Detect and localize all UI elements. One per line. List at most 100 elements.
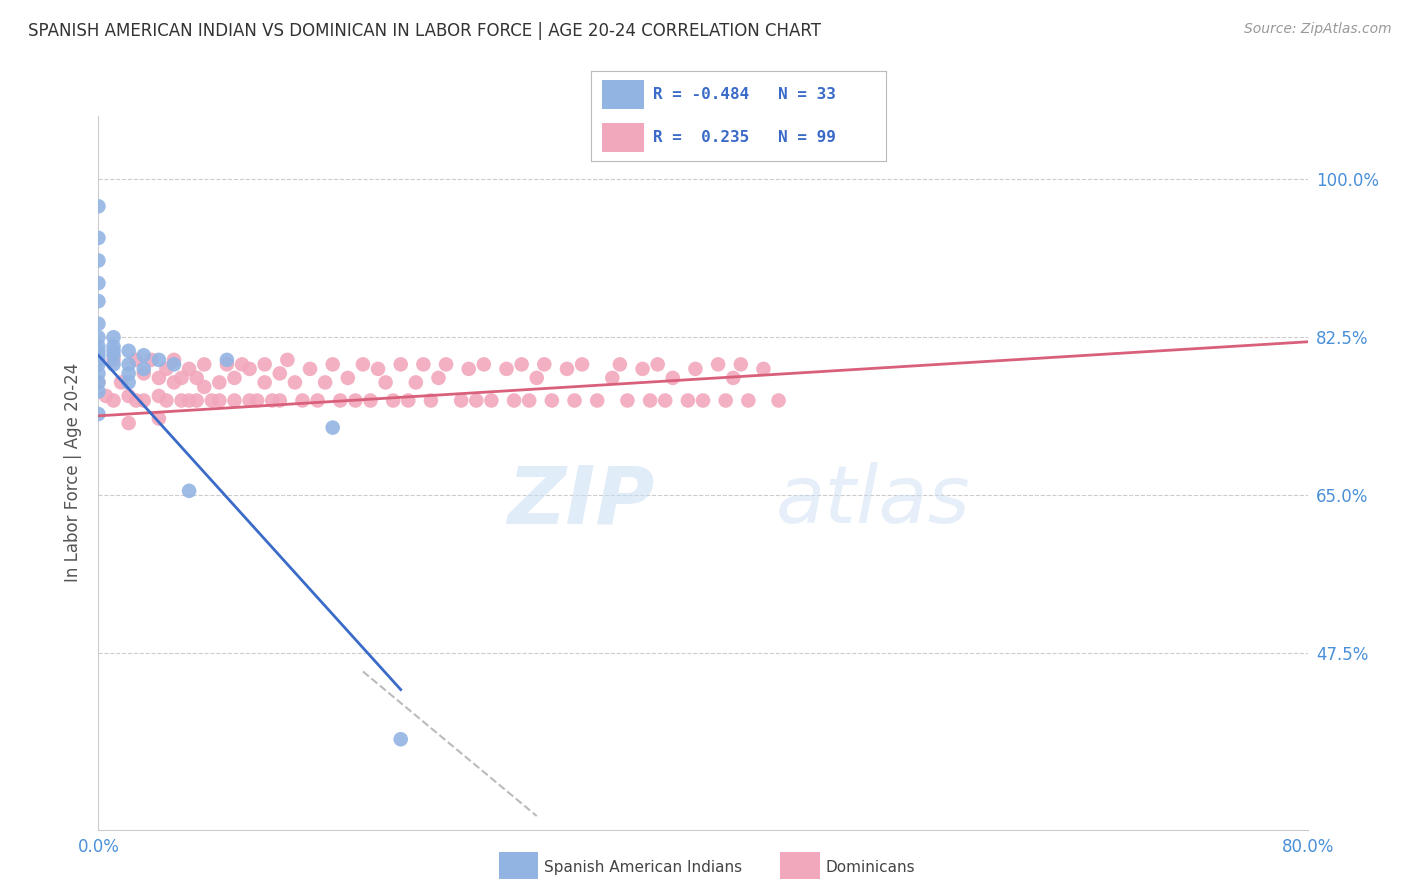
Point <box>253 357 276 371</box>
Point <box>586 393 609 408</box>
Point <box>503 393 526 408</box>
Point <box>676 393 699 408</box>
Point <box>87 384 110 399</box>
Point <box>87 276 110 290</box>
Point <box>685 362 707 376</box>
Y-axis label: In Labor Force | Age 20-24: In Labor Force | Age 20-24 <box>65 363 83 582</box>
Text: Dominicans: Dominicans <box>825 860 915 874</box>
Point <box>344 393 367 408</box>
Point <box>193 357 215 371</box>
Point <box>179 393 201 408</box>
Text: ZIP: ZIP <box>508 462 655 541</box>
Point <box>723 371 745 385</box>
Point <box>103 348 125 362</box>
Point <box>609 357 631 371</box>
Point <box>352 357 374 371</box>
Point <box>322 357 344 371</box>
Point <box>555 362 578 376</box>
Point <box>540 393 562 408</box>
Point <box>87 253 110 268</box>
Point <box>148 371 170 385</box>
Point <box>616 393 638 408</box>
Point <box>631 362 654 376</box>
Point <box>141 352 163 367</box>
Point <box>103 352 125 367</box>
Point <box>87 330 110 344</box>
Point <box>125 352 148 367</box>
Point <box>239 393 262 408</box>
Point <box>118 416 141 430</box>
Point <box>269 367 291 381</box>
Point <box>125 393 148 408</box>
Point <box>132 393 155 408</box>
Point <box>692 393 714 408</box>
Point <box>148 352 170 367</box>
Point <box>517 393 540 408</box>
Point <box>186 393 208 408</box>
Point <box>155 362 177 376</box>
Point <box>246 393 269 408</box>
Point <box>148 389 170 403</box>
Point <box>768 393 790 408</box>
Text: atlas: atlas <box>776 462 970 541</box>
Point <box>647 357 669 371</box>
Point <box>329 393 352 408</box>
Point <box>87 343 110 358</box>
Point <box>87 357 110 371</box>
Point <box>163 352 186 367</box>
Point <box>239 362 262 376</box>
Point <box>118 376 141 390</box>
Point <box>94 389 117 403</box>
Point <box>707 357 730 371</box>
Point <box>87 199 110 213</box>
Point <box>382 393 405 408</box>
Point <box>450 393 472 408</box>
Point <box>269 393 291 408</box>
Point <box>103 357 125 371</box>
Point <box>307 393 329 408</box>
Point <box>336 371 359 385</box>
Point <box>510 357 533 371</box>
Point <box>179 362 201 376</box>
Point <box>662 371 685 385</box>
Point <box>118 389 141 403</box>
FancyBboxPatch shape <box>602 123 644 152</box>
Point <box>186 371 208 385</box>
Point <box>132 348 155 362</box>
Point <box>103 343 125 358</box>
Point <box>360 393 382 408</box>
Point <box>495 362 517 376</box>
Point <box>118 357 141 371</box>
Point <box>276 352 298 367</box>
Point <box>730 357 752 371</box>
FancyBboxPatch shape <box>602 80 644 109</box>
Point <box>224 371 246 385</box>
Point <box>132 367 155 381</box>
Point <box>481 393 503 408</box>
Text: R = -0.484   N = 33: R = -0.484 N = 33 <box>652 87 835 102</box>
Point <box>208 393 231 408</box>
Point <box>412 357 434 371</box>
Point <box>571 357 593 371</box>
Point <box>472 357 495 371</box>
Point <box>87 317 110 331</box>
Point <box>163 357 186 371</box>
Point <box>155 393 177 408</box>
Point <box>533 357 555 371</box>
Text: Spanish American Indians: Spanish American Indians <box>544 860 742 874</box>
Point <box>284 376 307 390</box>
Point <box>193 380 215 394</box>
Point <box>118 343 141 358</box>
Point <box>148 411 170 425</box>
Point <box>526 371 548 385</box>
Point <box>215 352 238 367</box>
Point <box>714 393 737 408</box>
Point <box>602 371 624 385</box>
Point <box>103 339 125 353</box>
Point <box>262 393 284 408</box>
Point <box>374 376 396 390</box>
Point <box>396 393 419 408</box>
Point <box>253 376 276 390</box>
Point <box>87 376 110 390</box>
Point <box>231 357 253 371</box>
